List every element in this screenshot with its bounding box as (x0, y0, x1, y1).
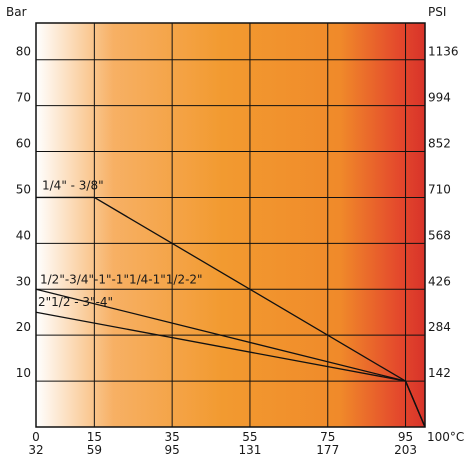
x-fahrenheit-tick-label: 32 (28, 443, 43, 456)
right-tick-label: 994 (428, 91, 451, 105)
x-fahrenheit-tick-label: 131 (238, 443, 261, 456)
right-tick-label: 284 (428, 320, 451, 334)
axis-labels: Bar PSI 100°C 10203040506070801422844265… (6, 5, 464, 456)
right-tick-label: 1136 (428, 45, 459, 59)
series-label-1: 1/4" - 3/8" (42, 178, 104, 192)
right-axis-unit: PSI (428, 5, 446, 19)
left-tick-label: 70 (16, 91, 31, 105)
series-lines (35, 196, 426, 428)
left-tick-label: 30 (16, 274, 31, 288)
x-celsius-tick-label: 55 (242, 430, 257, 444)
series-label-3: 2"1/2 - 3"-4" (38, 295, 113, 309)
x-fahrenheit-tick-label: 203 (394, 443, 417, 456)
x-celsius-tick-label: 0 (32, 430, 40, 444)
x-celsius-tick-label: 35 (165, 430, 180, 444)
left-tick-label: 60 (16, 137, 31, 151)
series-label-2: 1/2"-3/4"-1"-1"1/4-1"1/2-2" (40, 272, 203, 286)
right-tick-label: 568 (428, 228, 451, 242)
left-tick-label: 20 (16, 320, 31, 334)
left-tick-label: 50 (16, 182, 31, 196)
grid-lines (36, 23, 425, 427)
left-tick-label: 80 (16, 45, 31, 59)
plot-background (36, 23, 425, 427)
left-axis-unit: Bar (6, 5, 27, 19)
left-tick-label: 10 (16, 366, 31, 380)
left-tick-label: 40 (16, 228, 31, 242)
x-axis-end-label: 100°C (427, 430, 464, 444)
x-fahrenheit-tick-label: 177 (316, 443, 339, 456)
right-tick-label: 710 (428, 182, 451, 196)
x-celsius-tick-label: 15 (87, 430, 102, 444)
series-line-3 (35, 311, 426, 428)
right-tick-label: 852 (428, 137, 451, 151)
plot-frame (35, 22, 426, 428)
x-celsius-tick-label: 95 (398, 430, 413, 444)
series-labels: 1/4" - 3/8" 1/2"-3/4"-1"-1"1/4-1"1/2-2" 2"… (38, 178, 203, 309)
x-fahrenheit-tick-label: 59 (87, 443, 102, 456)
right-tick-label: 426 (428, 274, 451, 288)
right-tick-label: 142 (428, 366, 451, 380)
x-celsius-tick-label: 75 (320, 430, 335, 444)
x-fahrenheit-tick-label: 95 (165, 443, 180, 456)
